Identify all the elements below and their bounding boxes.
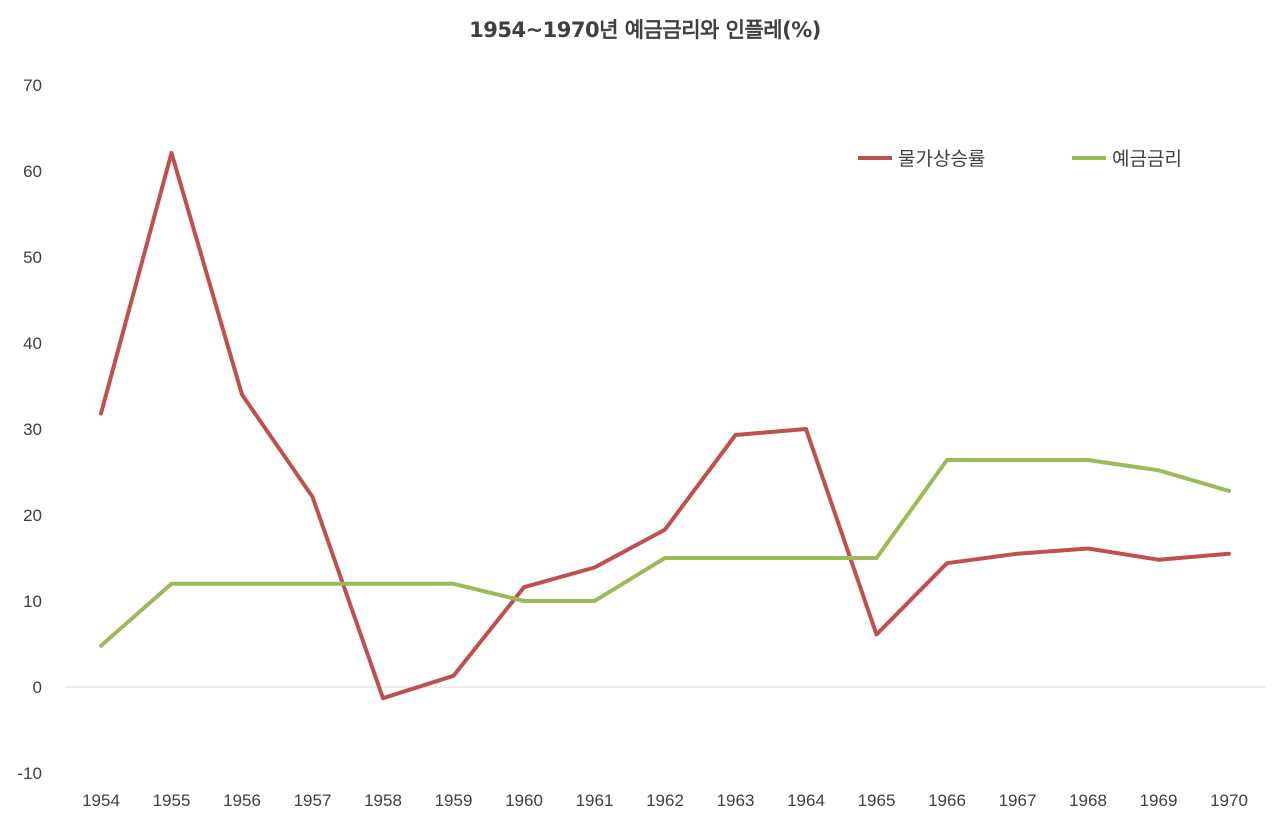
x-axis-ticks: 1954 1955 1956 1957 1958 1959 1960 1961 1962 1963… <box>82 791 1248 810</box>
x-tick-label: 1966 <box>928 791 966 810</box>
y-tick-label: 0 <box>33 678 42 697</box>
series-line-1 <box>99 150 1231 701</box>
series-layer <box>99 150 1231 701</box>
x-tick-label: 1962 <box>646 791 684 810</box>
y-tick-label: -10 <box>17 764 42 783</box>
x-tick-label: 1959 <box>435 791 473 810</box>
y-tick-label: 60 <box>23 162 42 181</box>
y-tick-label: 40 <box>23 334 42 353</box>
y-tick-label: 30 <box>23 420 42 439</box>
x-tick-label: 1964 <box>787 791 825 810</box>
x-tick-label: 1967 <box>999 791 1037 810</box>
series-line-2 <box>99 458 1231 648</box>
legend-label-2: 예금금리 <box>1112 148 1182 170</box>
y-tick-label: 10 <box>23 592 42 611</box>
y-tick-label: 20 <box>23 506 42 525</box>
y-axis-ticks: -10 0 10 20 30 40 50 60 70 <box>17 76 42 783</box>
x-tick-label: 1968 <box>1069 791 1107 810</box>
x-tick-label: 1965 <box>858 791 896 810</box>
x-tick-label: 1963 <box>717 791 755 810</box>
legend: 물가상승률 예금금리 <box>858 148 1182 170</box>
legend-label-1: 물가상승률 <box>898 148 985 170</box>
x-tick-label: 1961 <box>576 791 614 810</box>
y-tick-label: 70 <box>23 76 42 95</box>
x-tick-label: 1954 <box>82 791 120 810</box>
x-tick-label: 1960 <box>505 791 543 810</box>
x-tick-label: 1956 <box>223 791 261 810</box>
x-tick-label: 1969 <box>1140 791 1178 810</box>
x-tick-label: 1957 <box>294 791 332 810</box>
x-tick-label: 1958 <box>364 791 402 810</box>
chart-title: 1954~1970년 예금금리와 인플레(%) <box>469 18 821 42</box>
y-tick-label: 50 <box>23 248 42 267</box>
x-tick-label: 1970 <box>1210 791 1248 810</box>
x-tick-label: 1955 <box>153 791 191 810</box>
